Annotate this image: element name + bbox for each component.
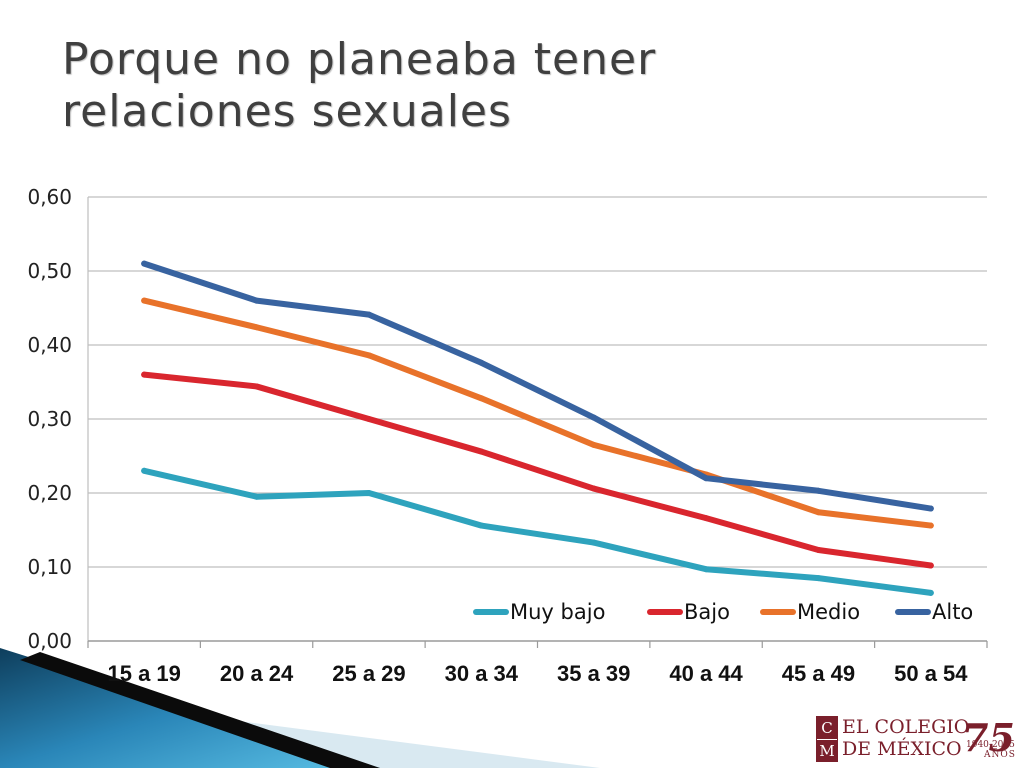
data-point — [141, 371, 148, 378]
data-point — [478, 359, 485, 366]
data-point — [478, 448, 485, 455]
data-point — [927, 589, 934, 596]
x-tick-label: 45 a 49 — [782, 661, 855, 686]
chart-axes — [87, 197, 988, 648]
data-point — [590, 539, 597, 546]
y-tick-label: 0,00 — [27, 629, 72, 653]
y-tick-label: 0,40 — [27, 333, 72, 357]
legend-label: Bajo — [684, 600, 730, 624]
el-colegio-de-mexico-logo: C M EL COLEGIO DE MÉXICO 75 1940-2015 AÑ… — [816, 716, 1016, 762]
data-point — [253, 297, 260, 304]
legend-label: Muy bajo — [510, 600, 605, 624]
series-line — [141, 260, 934, 512]
logo-mark-bottom: M — [817, 739, 837, 762]
data-point — [590, 414, 597, 421]
legend-label: Medio — [797, 600, 860, 624]
series-medio — [141, 297, 934, 529]
series-alto — [141, 260, 934, 512]
logo-mark: C M — [816, 716, 838, 762]
logo-line-2: DE MÉXICO — [842, 738, 962, 760]
x-tick-label: 25 a 29 — [332, 661, 405, 686]
data-point — [253, 324, 260, 331]
data-point — [927, 522, 934, 529]
y-axis-ticks: 0,00 0,10 0,20 0,30 0,40 0,50 0,60 — [27, 185, 72, 653]
series-bajo — [141, 371, 934, 569]
data-point — [365, 490, 372, 496]
legend-label: Alto — [932, 600, 973, 624]
data-point — [365, 416, 372, 422]
data-point — [815, 487, 822, 494]
data-point — [365, 352, 372, 359]
data-point — [141, 467, 148, 474]
series-line — [141, 371, 934, 569]
logo-years: 1940-2015 — [966, 740, 1015, 750]
series-line — [141, 467, 934, 596]
y-tick-label: 0,50 — [27, 259, 72, 283]
data-point — [703, 475, 710, 482]
chart-series — [141, 260, 934, 596]
data-point — [927, 505, 934, 512]
x-tick-label: 40 a 44 — [669, 661, 743, 686]
chart-gridlines — [88, 196, 987, 568]
x-tick-label: 50 a 54 — [894, 661, 968, 686]
data-point — [927, 562, 934, 569]
logo-mark-top: C — [817, 717, 837, 739]
slide-title-line-1: Porque no planeaba tener — [62, 34, 657, 85]
data-point — [478, 522, 485, 529]
y-tick-label: 0,20 — [27, 481, 72, 505]
x-tick-label: 30 a 34 — [445, 661, 519, 686]
chart-legend: Muy bajo Bajo Medio Alto — [473, 600, 973, 624]
series-muy-bajo — [141, 467, 934, 596]
data-point — [253, 493, 260, 500]
y-tick-label: 0,10 — [27, 555, 72, 579]
data-point — [590, 441, 597, 448]
data-point — [141, 260, 148, 267]
data-point — [141, 297, 148, 304]
slide-title-line-2: relaciones sexuales — [62, 86, 512, 137]
x-tick-label: 35 a 39 — [557, 661, 630, 686]
x-axis-ticks: 15 a 19 20 a 24 25 a 29 30 a 34 35 a 39 40 a … — [107, 661, 968, 686]
x-tick-label: 20 a 24 — [220, 661, 294, 686]
data-point — [478, 395, 485, 402]
data-point — [815, 546, 822, 553]
decorative-wedge — [0, 648, 600, 768]
logo-anniversary: 75 — [962, 715, 1015, 760]
logo-anos: AÑOS — [984, 750, 1016, 760]
y-tick-label: 0,60 — [27, 185, 72, 209]
y-tick-label: 0,30 — [27, 407, 72, 431]
data-point — [590, 485, 597, 492]
data-point — [703, 566, 710, 573]
logo-line-1: EL COLEGIO — [842, 716, 970, 738]
series-line — [141, 297, 934, 529]
slide-title: Porque no planeaba tener relaciones sexu… — [62, 34, 962, 138]
data-point — [815, 509, 822, 516]
data-point — [365, 311, 372, 318]
data-point — [703, 515, 710, 522]
data-point — [815, 575, 822, 582]
data-point — [253, 383, 260, 390]
logo-text: EL COLEGIO DE MÉXICO — [842, 716, 969, 760]
x-tick-label: 15 a 19 — [107, 661, 180, 686]
